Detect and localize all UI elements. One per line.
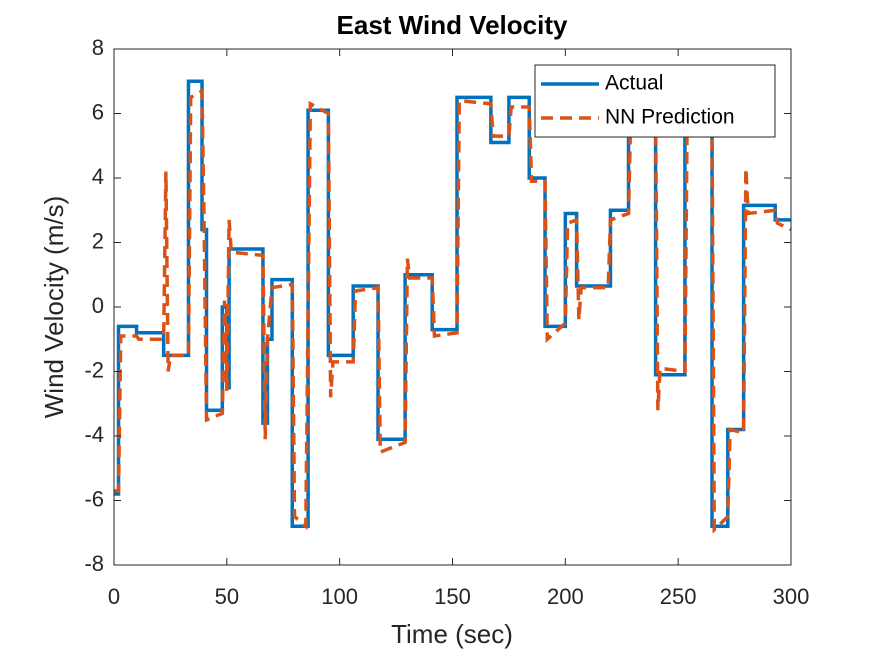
x-tick-label: 300: [773, 584, 810, 609]
x-tick-label: 0: [108, 584, 120, 609]
chart-title: East Wind Velocity: [337, 10, 568, 40]
y-tick-label: 8: [92, 35, 104, 60]
legend-label: NN Prediction: [605, 106, 735, 129]
x-tick-label: 150: [434, 584, 471, 609]
y-tick-label: -2: [84, 357, 104, 382]
y-tick-label: 0: [92, 293, 104, 318]
x-tick-label: 200: [547, 584, 584, 609]
x-tick-label: 50: [215, 584, 239, 609]
y-tick-label: 6: [92, 99, 104, 124]
x-tick-label: 250: [660, 584, 697, 609]
y-tick-label: -8: [84, 551, 104, 576]
x-tick-label: 100: [321, 584, 358, 609]
y-tick-label: -4: [84, 422, 104, 447]
y-tick-label: 2: [92, 228, 104, 253]
legend-box: [534, 64, 776, 138]
y-tick-label: 4: [92, 164, 104, 189]
x-axis-label: Time (sec): [391, 619, 513, 649]
series-line: [114, 87, 792, 534]
y-axis-label: Wind Velocity (m/s): [39, 196, 69, 419]
y-tick-label: -6: [84, 486, 104, 511]
legend-label: Actual: [605, 72, 663, 95]
